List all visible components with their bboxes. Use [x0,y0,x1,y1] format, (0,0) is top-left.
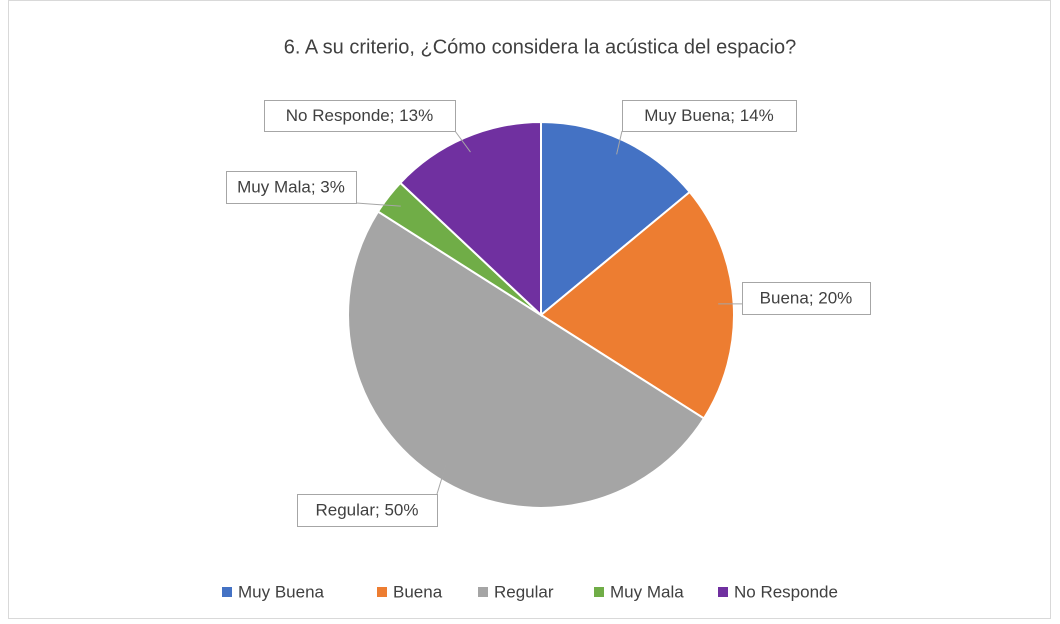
leader-line [355,202,401,207]
data-label-box [297,494,438,527]
legend-marker [718,587,728,597]
data-label: Buena; 20% [760,288,853,307]
data-label: No Responde; 13% [286,106,433,125]
legend-marker [222,587,232,597]
legend-label: Buena [393,582,443,601]
data-label-box [226,171,357,204]
data-label-box [622,100,797,132]
legend-label: No Responde [734,582,838,601]
pie-slice [540,120,692,318]
data-label: Regular; 50% [315,500,418,519]
leader-line [454,130,471,153]
chart-title: 6. A su criterio, ¿Cómo considera la acú… [284,36,796,58]
legend-marker [377,587,387,597]
data-label-box [742,282,871,315]
leader-line [616,130,623,155]
pie-slice [539,190,735,420]
legend-marker [478,587,488,597]
pie-slice [398,120,542,318]
legend-marker [594,587,604,597]
data-label-box [264,100,456,132]
leader-line [436,464,447,495]
legend-label: Regular [494,582,554,601]
data-label: Muy Mala; 3% [237,177,345,196]
legend-label: Muy Mala [610,582,684,601]
data-label: Muy Buena; 14% [644,106,773,125]
legend-label: Muy Buena [238,582,325,601]
pie-slice [347,210,706,509]
